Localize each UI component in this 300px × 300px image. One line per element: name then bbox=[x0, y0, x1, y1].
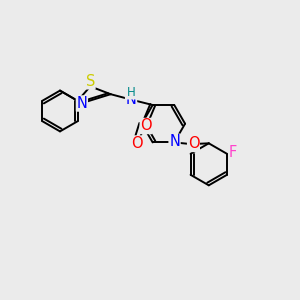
Text: F: F bbox=[229, 145, 237, 160]
Text: O: O bbox=[188, 136, 199, 152]
Text: N: N bbox=[76, 96, 87, 111]
Text: O: O bbox=[131, 136, 142, 151]
Text: O: O bbox=[140, 118, 152, 134]
Text: N: N bbox=[126, 92, 136, 107]
Text: N: N bbox=[169, 134, 180, 149]
Text: H: H bbox=[127, 86, 136, 99]
Text: S: S bbox=[85, 74, 95, 89]
